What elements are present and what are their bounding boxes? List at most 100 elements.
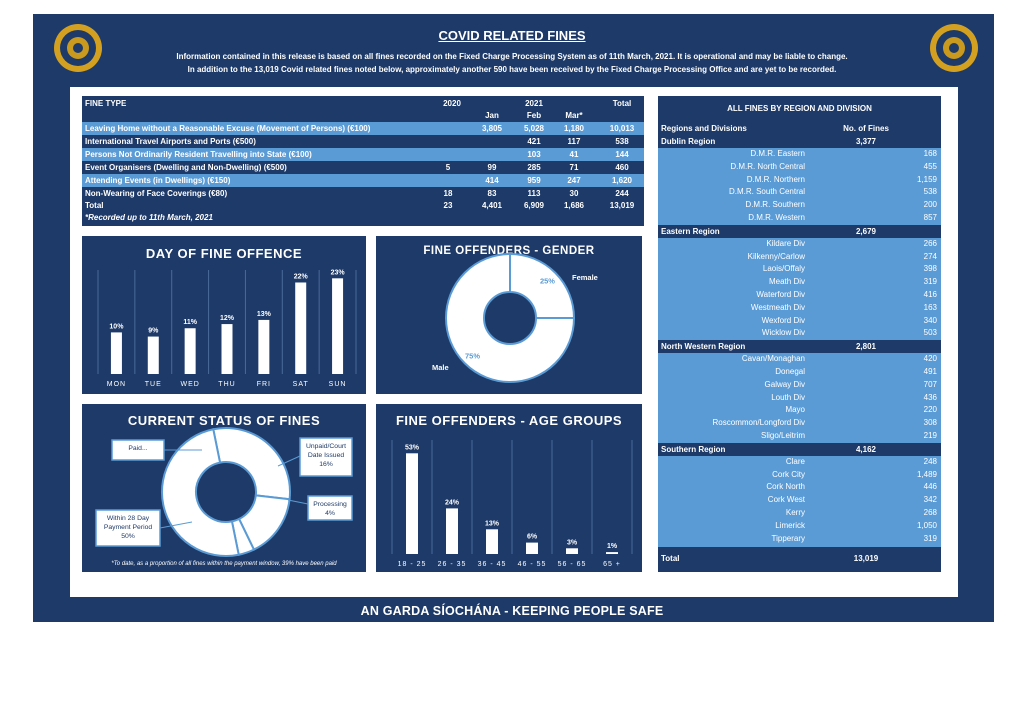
fine-row: International Travel Airports and Ports … <box>82 135 644 148</box>
region-name: Southern Region <box>661 444 726 454</box>
division-value: 707 <box>923 379 937 389</box>
fine-y2020-cell: 5 <box>445 163 451 172</box>
fines-total-row: Total 23 4,401 6,909 1,686 13,019 <box>82 200 644 212</box>
day-chart-panel: DAY OF FINE OFFENCE 10% MON 9% TUE 11% WED 12%… <box>82 236 366 394</box>
garda-badge-right-icon <box>930 24 978 72</box>
division-row: D.M.R. Northern 1,159 <box>658 174 941 187</box>
division-row: D.M.R. Western 857 <box>658 212 941 225</box>
x-tick-label: FRI <box>257 381 271 388</box>
division-value: 200 <box>923 200 937 210</box>
regions-header-row: Regions and Divisions No. of Fines <box>658 122 941 135</box>
donut-slice <box>509 252 576 319</box>
division-value: 416 <box>923 290 937 299</box>
division-row: Cavan/Monaghan 420 <box>658 353 941 366</box>
total-mar: 1,686 <box>563 201 585 210</box>
division-name: Wicklow Div <box>761 328 805 338</box>
fines-note: *Recorded up to 11th March, 2021 <box>82 212 644 224</box>
division-row: Laois/Offaly 398 <box>658 263 941 276</box>
total-total: 13,019 <box>609 201 635 210</box>
division-name: Donegal <box>775 367 805 376</box>
division-value: 163 <box>923 302 937 312</box>
division-row: Kildare Div 266 <box>658 238 941 251</box>
bar <box>406 453 418 554</box>
fine-jan-cell: 3,805 <box>481 124 503 133</box>
fine-row: Leaving Home without a Reasonable Excuse… <box>82 122 644 135</box>
region-name: Dublin Region <box>661 137 716 146</box>
bar <box>332 278 344 374</box>
x-tick-label: 56 - 65 <box>558 561 587 568</box>
bar <box>526 542 538 554</box>
division-value: 420 <box>923 354 937 364</box>
fine-total-cell: 1,620 <box>611 176 633 185</box>
division-name: Westmeath Div <box>750 302 805 312</box>
x-tick-label: WED <box>180 381 199 388</box>
fine-mar-cell: 1,180 <box>563 124 585 133</box>
division-name: Waterford Div <box>756 290 805 299</box>
fine-mar-cell: 41 <box>569 150 579 159</box>
legend-male: Male <box>432 363 449 372</box>
region-header-row: Southern Region 4,162 <box>658 442 941 456</box>
division-name: D.M.R. Northern <box>746 174 805 184</box>
col-2020: 2020 <box>443 99 461 108</box>
division-value: 538 <box>923 187 937 197</box>
callout-unpaid <box>299 437 353 477</box>
fine-type-label: Attending Events (in Dwellings) (€150) <box>85 176 231 185</box>
fine-type-label: Non-Wearing of Face Coverings (€80) <box>85 189 228 198</box>
x-tick-label: 18 - 25 <box>398 561 427 568</box>
slice-percent-label: 25% <box>540 277 555 286</box>
division-row: Kilkenny/Carlow 274 <box>658 251 941 264</box>
status-footnote: *To date, as a proportion of all fines w… <box>111 561 337 567</box>
division-name: Tipperary <box>771 533 806 543</box>
x-tick-label: SUN <box>329 381 347 388</box>
division-name: Wexford Div <box>761 315 805 325</box>
region-name: North Western Region <box>661 342 746 352</box>
fine-mar-cell: 247 <box>567 176 581 185</box>
callout-unpaid-text: Unpaid/Court <box>306 443 346 450</box>
division-name: Kildare Div <box>766 238 805 248</box>
fine-feb-cell: 959 <box>527 176 541 185</box>
bar-value-label: 23% <box>331 269 346 276</box>
fine-feb-cell: 285 <box>527 163 541 172</box>
bar <box>184 328 196 374</box>
bar-value-label: 24% <box>445 499 460 506</box>
region-name: Eastern Region <box>661 226 720 236</box>
division-name: Kerry <box>785 508 805 517</box>
x-tick-label: 46 - 55 <box>518 561 547 568</box>
total-label: Total <box>85 201 104 210</box>
fine-total-cell: 460 <box>615 163 629 172</box>
fine-jan-cell: 99 <box>487 163 497 172</box>
division-value: 220 <box>923 405 937 415</box>
division-name: Mayo <box>785 405 805 415</box>
bar-value-label: 13% <box>257 311 272 318</box>
fine-feb-cell: 113 <box>527 189 541 198</box>
total-feb: 6,909 <box>523 201 545 210</box>
bar <box>486 529 498 554</box>
x-tick-label: 65 + <box>603 561 621 568</box>
division-name: D.M.R. Southern <box>745 200 805 210</box>
bar-value-label: 6% <box>527 534 538 541</box>
fines-header-row: FINE TYPE 2020 2021 Total <box>82 98 644 110</box>
x-tick-label: TUE <box>145 381 162 388</box>
division-row: Roscommon/Longford Div 308 <box>658 417 941 430</box>
regions-total-row: Total 13,019 <box>658 547 941 572</box>
garda-badge-left-icon <box>54 24 102 72</box>
callout-unpaid-text: Date Issued <box>308 452 344 459</box>
x-tick-label: SAT <box>293 381 309 388</box>
donut-slice <box>445 252 576 383</box>
division-row: Waterford Div 416 <box>658 289 941 302</box>
info-line-2: In addition to the 13,019 Covid related … <box>187 65 837 74</box>
x-tick-label: MON <box>107 381 126 388</box>
bar-value-label: 22% <box>294 273 309 280</box>
slice-percent-label: 75% <box>465 351 480 360</box>
col-fine-type: FINE TYPE <box>85 99 127 108</box>
division-row: D.M.R. Southern 200 <box>658 199 941 212</box>
regions-total-label: Total <box>661 554 680 564</box>
callout-within-28-days-text: Within 28 Day <box>107 515 150 522</box>
bar-value-label: 13% <box>485 520 500 527</box>
donut-slice <box>212 427 291 501</box>
division-name: Meath Div <box>768 277 805 287</box>
col-no-of-fines: No. of Fines <box>843 124 889 133</box>
fine-type-label: Leaving Home without a Reasonable Excuse… <box>85 124 371 133</box>
division-row: Kerry 268 <box>658 507 941 520</box>
regions-title: ALL FINES BY REGION AND DIVISION <box>727 104 872 113</box>
